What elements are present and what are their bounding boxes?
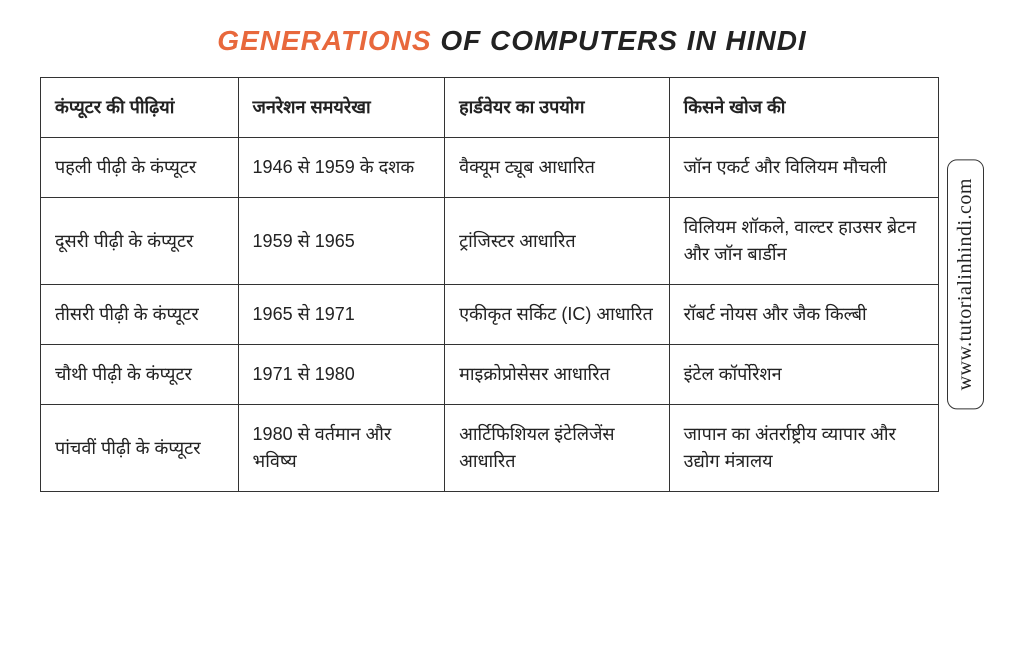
table-row: तीसरी पीढ़ी के कंप्यूटर 1965 से 1971 एकी…: [41, 285, 939, 345]
title-highlight: GENERATIONS: [217, 25, 431, 56]
header-hardware: हार्डवेयर का उपयोग: [445, 78, 670, 138]
header-generation: कंप्यूटर की पीढ़ियां: [41, 78, 239, 138]
title-rest: OF COMPUTERS IN HINDI: [432, 25, 807, 56]
cell-timeline: 1965 से 1971: [238, 285, 445, 345]
cell-timeline: 1959 से 1965: [238, 198, 445, 285]
cell-timeline: 1971 से 1980: [238, 345, 445, 405]
cell-inventor: रॉबर्ट नोयस और जैक किल्बी: [669, 285, 938, 345]
table-row: दूसरी पीढ़ी के कंप्यूटर 1959 से 1965 ट्र…: [41, 198, 939, 285]
generations-table: कंप्यूटर की पीढ़ियां जनरेशन समयरेखा हार्…: [40, 77, 939, 492]
table-header-row: कंप्यूटर की पीढ़ियां जनरेशन समयरेखा हार्…: [41, 78, 939, 138]
cell-inventor: जॉन एकर्ट और विलियम मौचली: [669, 138, 938, 198]
cell-timeline: 1980 से वर्तमान और भविष्य: [238, 405, 445, 492]
cell-inventor: इंटेल कॉर्पोरेशन: [669, 345, 938, 405]
cell-inventor: विलियम शॉकले, वाल्टर हाउसर ब्रेटन और जॉन…: [669, 198, 938, 285]
cell-hardware: ट्रांजिस्टर आधारित: [445, 198, 670, 285]
cell-hardware: वैक्यूम ट्यूब आधारित: [445, 138, 670, 198]
table-wrapper: कंप्यूटर की पीढ़ियां जनरेशन समयरेखा हार्…: [40, 77, 984, 492]
page-title-container: GENERATIONS OF COMPUTERS IN HINDI: [40, 25, 984, 57]
cell-timeline: 1946 से 1959 के दशक: [238, 138, 445, 198]
cell-hardware: माइक्रोप्रोसेसर आधारित: [445, 345, 670, 405]
header-timeline: जनरेशन समयरेखा: [238, 78, 445, 138]
table-row: पांचवीं पीढ़ी के कंप्यूटर 1980 से वर्तमा…: [41, 405, 939, 492]
page-title: GENERATIONS OF COMPUTERS IN HINDI: [40, 25, 984, 57]
cell-generation: दूसरी पीढ़ी के कंप्यूटर: [41, 198, 239, 285]
cell-generation: पांचवीं पीढ़ी के कंप्यूटर: [41, 405, 239, 492]
table-row: चौथी पीढ़ी के कंप्यूटर 1971 से 1980 माइक…: [41, 345, 939, 405]
header-inventor: किसने खोज की: [669, 78, 938, 138]
table-row: पहली पीढ़ी के कंप्यूटर 1946 से 1959 के द…: [41, 138, 939, 198]
cell-generation: तीसरी पीढ़ी के कंप्यूटर: [41, 285, 239, 345]
cell-hardware: आर्टिफिशियल इंटेलिजेंस आधारित: [445, 405, 670, 492]
cell-generation: चौथी पीढ़ी के कंप्यूटर: [41, 345, 239, 405]
watermark-label: www.tutorialinhindi.com: [947, 159, 984, 409]
cell-generation: पहली पीढ़ी के कंप्यूटर: [41, 138, 239, 198]
cell-hardware: एकीकृत सर्किट (IC) आधारित: [445, 285, 670, 345]
cell-inventor: जापान का अंतर्राष्ट्रीय व्यापार और उद्यो…: [669, 405, 938, 492]
